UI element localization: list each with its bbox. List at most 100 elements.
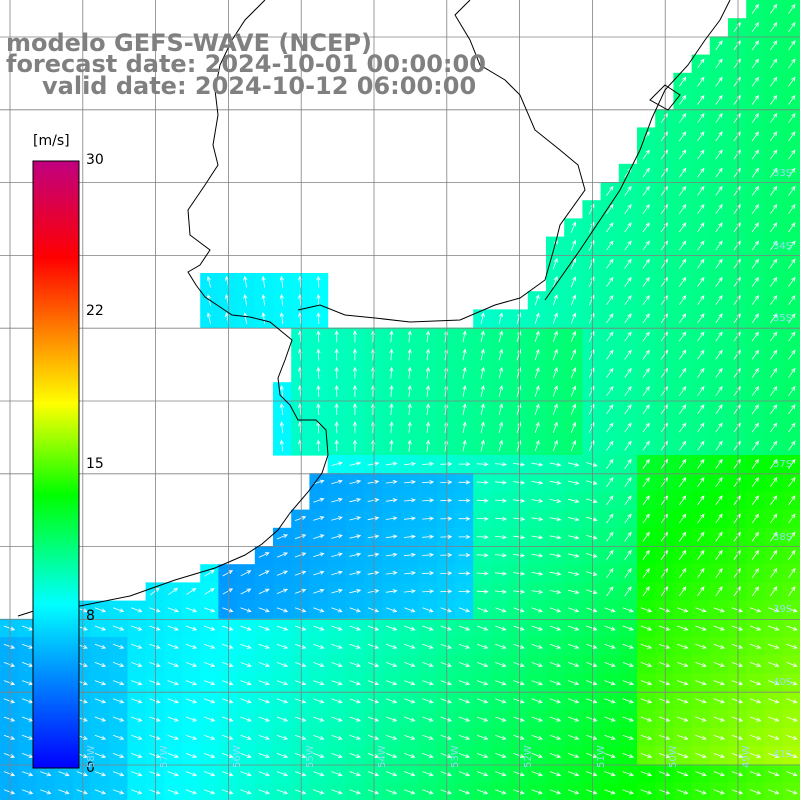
wind-cell [600, 182, 620, 201]
wind-arrow [769, 149, 778, 160]
wind-arrow [425, 385, 431, 397]
wind-cell [618, 364, 638, 383]
wind-arrow [167, 734, 179, 740]
wind-arrow [570, 385, 576, 397]
wind-arrow [331, 625, 343, 631]
wind-cell [618, 309, 638, 329]
wind-arrow [549, 771, 562, 777]
wind-cell [746, 509, 765, 529]
wind-arrow [185, 625, 198, 631]
wind-arrow [788, 3, 796, 14]
wind-arrow [167, 662, 179, 667]
wind-arrow [462, 403, 467, 415]
wind-arrow [606, 477, 614, 488]
wind-arrow [713, 734, 725, 740]
wind-arrow [713, 698, 725, 704]
wind-cell [728, 564, 747, 583]
wind-arrow [531, 589, 544, 594]
wind-arrow [3, 734, 16, 740]
wind-arrow [349, 698, 361, 704]
wind-arrow [749, 734, 762, 740]
wind-cell [673, 455, 693, 474]
wind-cell [709, 309, 729, 329]
wind-arrow [240, 753, 252, 758]
wind-arrow [294, 643, 307, 649]
wind-arrow [624, 367, 632, 378]
wind-arrow [642, 440, 650, 451]
wind-arrow [240, 734, 252, 740]
wind-arrow [349, 516, 362, 521]
wind-arrow [385, 498, 398, 503]
wind-arrow [331, 552, 343, 557]
wind-arrow [640, 662, 653, 667]
wind-arrow [94, 625, 107, 631]
wind-arrow [331, 698, 343, 704]
wind-cell [655, 218, 674, 238]
wind-arrow [349, 771, 361, 777]
wind-arrow [407, 348, 412, 361]
wind-arrow [403, 461, 416, 466]
wind-arrow [751, 440, 760, 451]
wind-arrow [240, 698, 252, 704]
wind-arrow [480, 403, 485, 415]
wind-arrow [751, 222, 760, 233]
wind-arrow [640, 734, 653, 740]
wind-cell [728, 200, 747, 219]
wind-arrow [769, 204, 778, 215]
wind-arrow [276, 552, 289, 558]
lat-label: 34S [773, 241, 793, 252]
wind-arrow [407, 366, 412, 379]
wind-arrow [534, 439, 540, 452]
wind-arrow [769, 477, 778, 488]
wind-arrow [749, 789, 762, 795]
wind-arrow [422, 680, 434, 686]
wind-arrow [549, 517, 562, 522]
wind-arrow [751, 586, 760, 597]
wind-arrow [588, 203, 595, 215]
wind-arrow [331, 680, 343, 686]
wind-arrow [462, 366, 467, 379]
wind-arrow [677, 753, 689, 758]
wind-arrow [243, 294, 248, 306]
wind-cell [709, 36, 729, 56]
wind-arrow [788, 495, 796, 506]
wind-arrow [185, 789, 198, 795]
wind-cell [655, 418, 674, 438]
wind-cell [637, 509, 656, 529]
wind-cell [691, 564, 711, 583]
wind-cell [691, 436, 711, 456]
wind-cell [655, 109, 674, 128]
wind-arrow [642, 586, 650, 597]
wind-arrow [258, 753, 270, 758]
wind-cell [600, 236, 620, 256]
wind-arrow [316, 366, 321, 379]
wind-arrow [697, 440, 705, 451]
wind-arrow [588, 294, 595, 306]
wind-arrow [769, 568, 778, 579]
wind-arrow [531, 662, 543, 667]
wind-arrow [567, 643, 580, 649]
wind-arrow [715, 331, 723, 342]
wind-arrow [678, 513, 687, 524]
wind-cell [600, 564, 620, 583]
wind-cell [728, 400, 747, 420]
wind-arrow [480, 312, 485, 324]
wind-arrow [458, 480, 471, 485]
wind-cell [345, 782, 365, 802]
wind-cell [673, 345, 693, 365]
wind-arrow [458, 607, 471, 613]
wind-cell [691, 782, 711, 802]
wind-arrow [149, 771, 161, 777]
wind-arrow [715, 222, 723, 233]
wind-arrow [276, 771, 289, 777]
wind-cell [746, 54, 765, 74]
wind-cell [655, 145, 674, 165]
wind-arrow [567, 716, 580, 722]
wind-arrow [206, 275, 211, 288]
wind-arrow [534, 330, 540, 343]
wind-arrow [570, 294, 576, 306]
wind-arrow [768, 680, 780, 686]
wind-arrow [588, 349, 595, 361]
wind-arrow [715, 40, 723, 51]
wind-cell [273, 782, 292, 802]
